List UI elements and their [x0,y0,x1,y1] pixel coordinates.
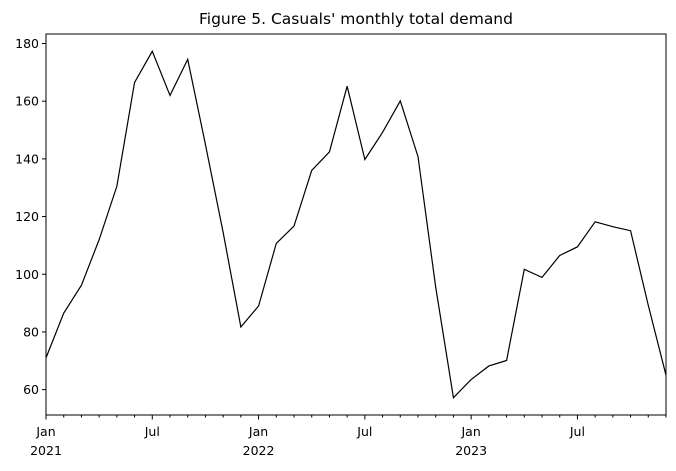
series-line-1 [45,49,667,399]
x-tick-label: Jul [569,424,585,439]
x-tick-year-label: 2023 [455,443,487,458]
y-tick-label: 100 [15,267,39,282]
plot-content [45,49,667,399]
y-tick-label: 180 [15,36,39,51]
x-tick-year-label: 2022 [243,443,275,458]
x-tick-label: Jan [248,424,268,439]
chart-title: Figure 5. Casuals' monthly total demand [199,10,513,28]
y-tick-label: 60 [23,382,39,397]
y-tick-label: 80 [23,324,39,339]
y-tick-label: 140 [15,151,39,166]
y-axis: 60 80 100 120 140 160 180 [15,36,46,397]
y-tick-label: 160 [15,94,39,109]
x-tick-label: Jul [144,424,160,439]
x-tick-label: Jan [461,424,481,439]
x-tick-label: Jul [356,424,372,439]
y-tick-label: 120 [15,209,39,224]
x-tick-year-label: 2021 [30,443,62,458]
plot-frame [45,33,667,416]
x-axis: Jan 2021 Jul Jan 2022 Jul Jan 2023 Jul [30,415,667,458]
x-tick-label: Jan [35,424,55,439]
